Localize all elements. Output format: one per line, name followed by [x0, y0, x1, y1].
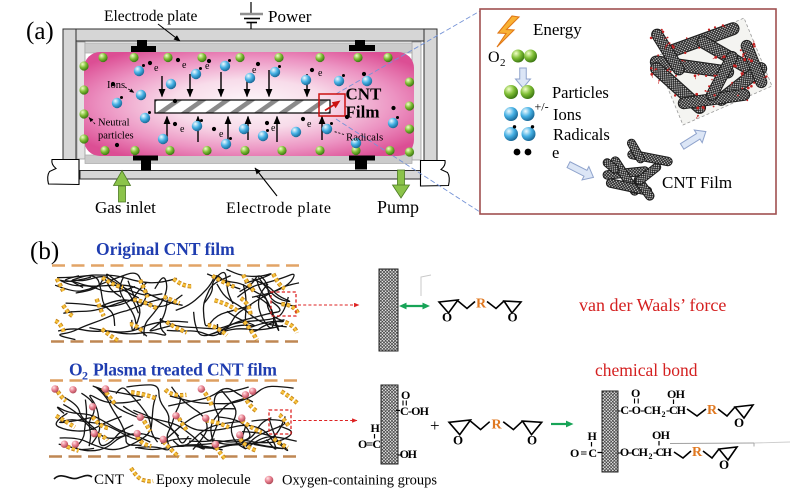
svg-text:O: O — [719, 457, 729, 472]
svg-text:(b): (b) — [30, 238, 59, 265]
svg-text:C-OH: C-OH — [400, 404, 430, 418]
svg-text:OH: OH — [652, 428, 671, 442]
svg-text:O=C: O=C — [358, 437, 381, 451]
svg-text:2: 2 — [500, 57, 506, 69]
svg-text:Neutral: Neutral — [98, 118, 130, 129]
svg-text:CNT: CNT — [94, 472, 124, 488]
svg-text:chemical bond: chemical bond — [595, 360, 698, 380]
svg-text:-C-O-CH: -C-O-CH — [617, 403, 662, 417]
svg-text:2: 2 — [649, 452, 653, 461]
svg-text:Ions: Ions — [553, 105, 581, 124]
svg-text:O=C: O=C — [570, 446, 597, 460]
svg-text:e: e — [307, 119, 312, 130]
svg-text:O: O — [488, 49, 500, 66]
svg-text:-OH: -OH — [397, 447, 418, 461]
svg-text:Radicals: Radicals — [553, 125, 610, 144]
svg-text:Radicals: Radicals — [346, 132, 383, 144]
svg-text:O: O — [442, 310, 452, 325]
svg-text:2: 2 — [662, 410, 666, 419]
svg-text:O: O — [507, 310, 517, 325]
svg-text:O: O — [734, 415, 744, 430]
svg-text:CNT: CNT — [346, 85, 383, 104]
svg-text:e: e — [552, 143, 559, 162]
svg-text:R: R — [707, 403, 718, 418]
svg-text:Power: Power — [268, 7, 312, 26]
svg-text:van der Waals’ force: van der Waals’ force — [579, 295, 726, 315]
svg-text:Film: Film — [346, 103, 380, 122]
svg-text:H: H — [588, 429, 598, 443]
svg-text:Original CNT film: Original CNT film — [96, 239, 235, 259]
svg-text:e: e — [219, 129, 224, 140]
svg-text:-CH: -CH — [666, 403, 687, 417]
svg-text:e: e — [182, 60, 187, 71]
svg-text:+: + — [430, 416, 440, 435]
svg-text:O: O — [527, 432, 537, 447]
svg-text:R: R — [491, 418, 502, 433]
svg-text:O: O — [69, 360, 83, 380]
svg-text:Particles: Particles — [552, 83, 609, 102]
svg-text:Oxygen-containing groups: Oxygen-containing groups — [282, 473, 437, 489]
svg-text:O: O — [453, 432, 463, 447]
svg-text:-O-CH: -O-CH — [617, 445, 649, 459]
svg-text:H: H — [371, 421, 381, 435]
svg-text:-CH: -CH — [653, 445, 673, 459]
svg-text:(a): (a) — [26, 18, 54, 45]
svg-text:Energy: Energy — [533, 20, 582, 39]
svg-text:Electrode plate: Electrode plate — [104, 8, 197, 25]
svg-text:Gas inlet: Gas inlet — [95, 198, 156, 217]
svg-text:O: O — [631, 386, 640, 400]
svg-text:R: R — [476, 297, 487, 312]
svg-text:Epoxy molecule: Epoxy molecule — [156, 472, 251, 488]
svg-text:+/-: +/- — [535, 100, 549, 114]
svg-text:Pump: Pump — [377, 197, 419, 217]
svg-text:e: e — [318, 68, 323, 79]
svg-text:Plasma treated CNT film: Plasma treated CNT film — [93, 360, 277, 380]
svg-text:O: O — [401, 388, 410, 402]
svg-text:Ions: Ions — [107, 80, 125, 91]
svg-text:2: 2 — [82, 369, 88, 383]
svg-text:e: e — [205, 61, 210, 72]
svg-text:e: e — [252, 65, 257, 76]
svg-text:e: e — [154, 63, 159, 74]
svg-text:Electrode plate: Electrode plate — [226, 200, 331, 217]
svg-text:e: e — [180, 124, 185, 135]
svg-text:OH: OH — [667, 387, 686, 401]
svg-text:CNT Film: CNT Film — [662, 173, 732, 192]
svg-text:e: e — [271, 123, 276, 134]
svg-text:particles: particles — [98, 131, 134, 142]
svg-text:R: R — [692, 445, 703, 460]
